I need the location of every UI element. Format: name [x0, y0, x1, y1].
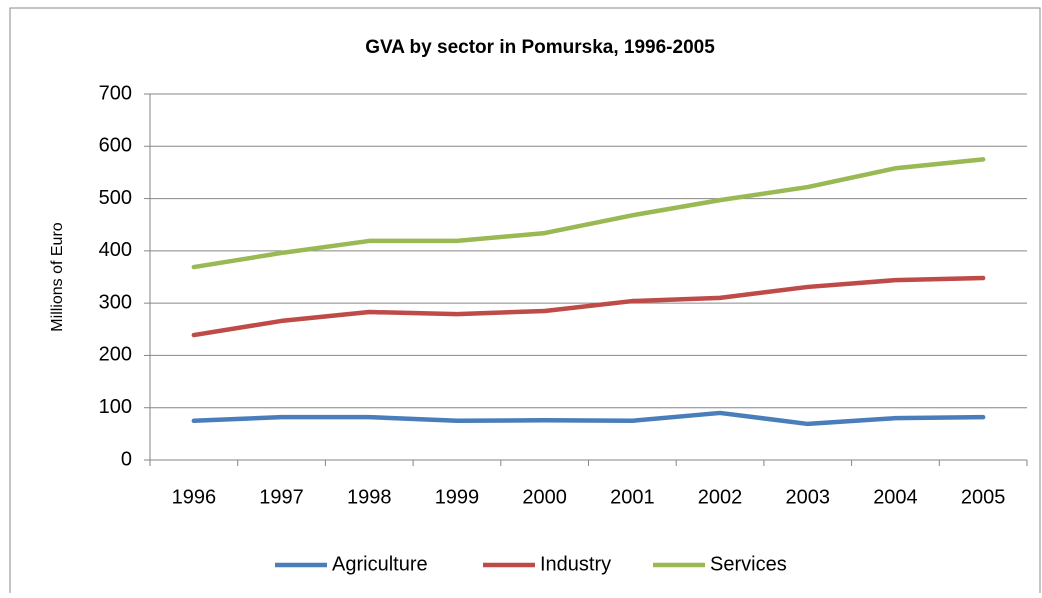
x-tick-label: 2003: [786, 486, 831, 508]
y-tick-label: 300: [99, 291, 132, 313]
legend-label: Agriculture: [332, 553, 428, 575]
legend-label: Industry: [540, 553, 611, 575]
y-tick-label: 0: [121, 448, 132, 470]
x-tick-label: 2000: [522, 486, 567, 508]
x-tick-label: 1999: [435, 486, 480, 508]
y-tick-label: 600: [99, 135, 132, 157]
series-line: [191, 275, 986, 338]
x-tick-label: 1997: [259, 486, 304, 508]
series-line: [191, 410, 986, 427]
chart-title: GVA by sector in Pomurska, 1996-2005: [365, 37, 715, 58]
legend-label: Services: [710, 553, 787, 575]
x-tick-label: 2004: [873, 486, 918, 508]
x-tick-label: 2005: [961, 486, 1006, 508]
x-tick-label: 1998: [347, 486, 392, 508]
y-tick-label: 400: [99, 239, 132, 261]
series-line: [191, 157, 986, 270]
x-tick-label: 2001: [610, 486, 655, 508]
y-axis-label: Millions of Euro: [49, 222, 66, 331]
y-tick-label: 200: [99, 344, 132, 366]
x-tick-label: 2002: [698, 486, 743, 508]
y-tick-label: 500: [99, 187, 132, 209]
y-tick-label: 700: [99, 82, 132, 104]
y-tick-label: 100: [99, 396, 132, 418]
x-tick-label: 1996: [172, 486, 217, 508]
